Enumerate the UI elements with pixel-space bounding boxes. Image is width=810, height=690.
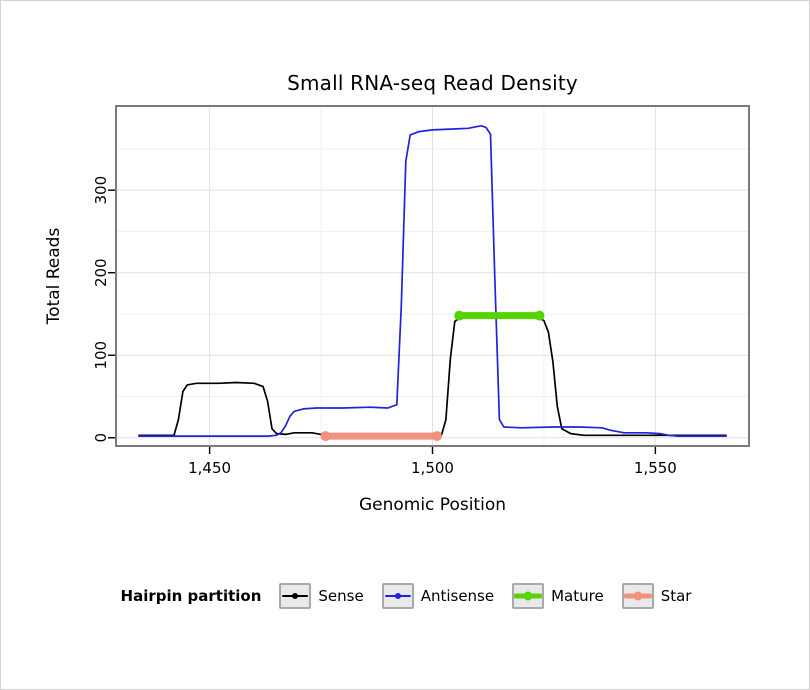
y-tick-label: 0: [92, 433, 110, 443]
plot-area: 1,450 1,500 1,550 0 100 200 300: [92, 105, 750, 477]
x-axis-title: Genomic Position: [358, 495, 507, 515]
legend-key-sense-icon: [279, 583, 312, 609]
series-star-start-dot: [320, 431, 331, 442]
panel-border: [115, 105, 750, 447]
y-tick-label: 100: [92, 341, 110, 370]
y-tick-label: 200: [92, 258, 110, 287]
y-tick-label: 300: [92, 176, 110, 205]
legend-item-mature: Mature: [512, 583, 604, 609]
x-tick-label: 1,550: [634, 459, 677, 477]
legend-item-antisense: Antisense: [381, 583, 495, 609]
legend: Hairpin partition Sense Antisense Mature St…: [1, 583, 809, 609]
legend-label-star: Star: [660, 587, 692, 605]
legend-item-sense: Sense: [279, 583, 364, 609]
y-axis-title: Total Reads: [44, 227, 64, 325]
legend-label-sense: Sense: [318, 587, 364, 605]
series-star-end-dot: [431, 431, 442, 442]
legend-label-antisense: Antisense: [420, 587, 495, 605]
legend-key-star-icon: [621, 583, 654, 609]
legend-item-star: Star: [621, 583, 692, 609]
x-tick-label: 1,450: [188, 459, 231, 477]
series-antisense-line: [138, 124, 727, 437]
legend-items: Sense Antisense Mature Star: [279, 583, 691, 609]
series-mature-end-dot: [534, 310, 545, 321]
legend-title: Hairpin partition: [120, 587, 262, 605]
legend-label-mature: Mature: [551, 587, 604, 605]
legend-key-antisense-icon: [381, 583, 414, 609]
series-mature-start-dot: [454, 310, 465, 321]
chart-title: Small RNA-seq Read Density: [287, 71, 578, 95]
legend-key-mature-icon: [512, 583, 545, 609]
x-tick-label: 1,500: [411, 459, 454, 477]
